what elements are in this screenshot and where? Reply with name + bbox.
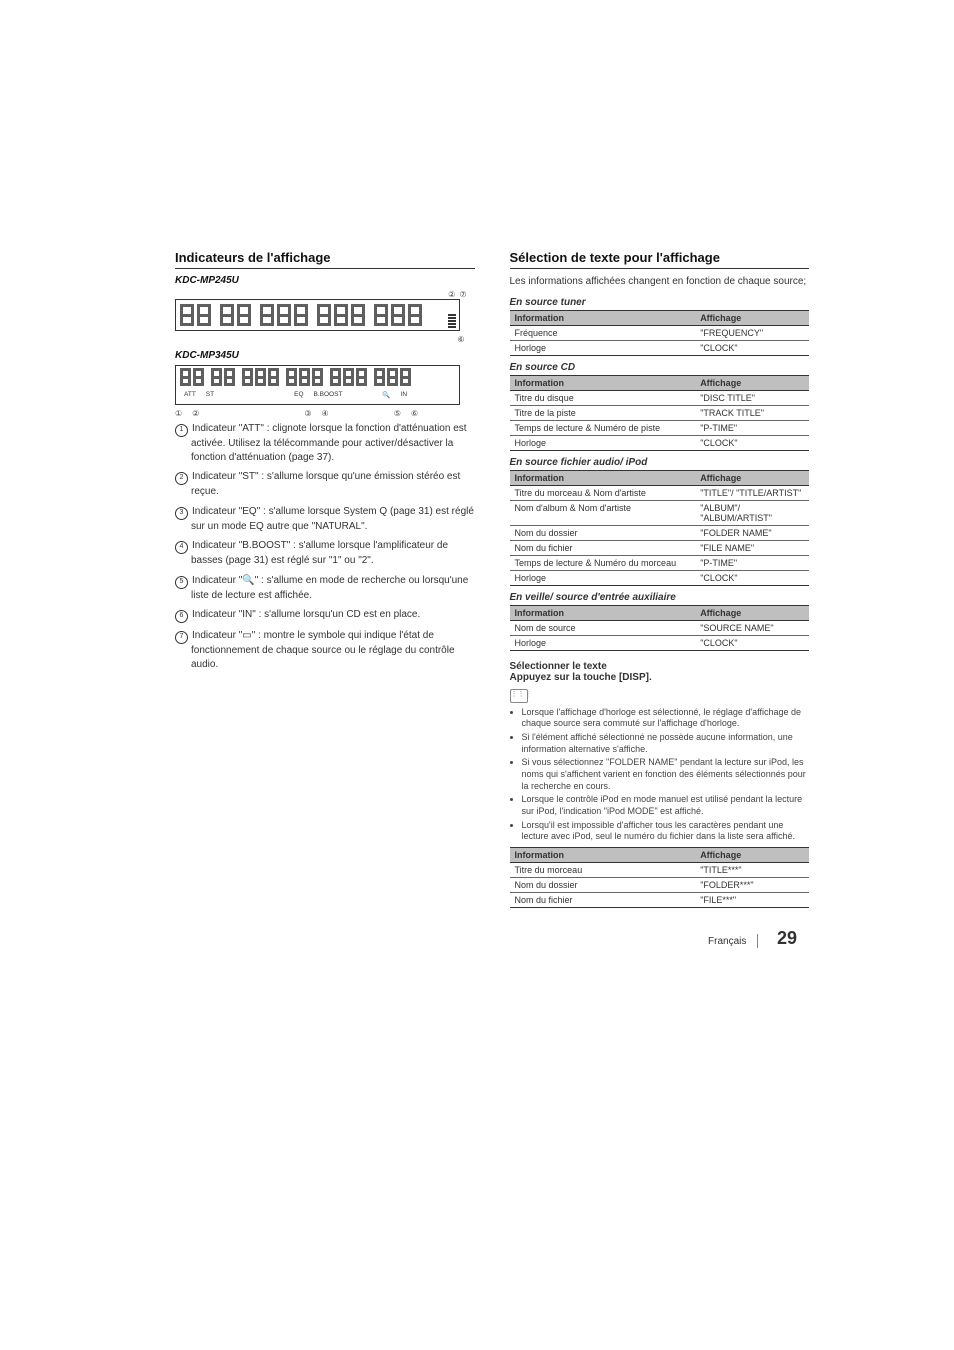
- page-footer: Français 29: [510, 928, 810, 949]
- model-1: KDC-MP245U: [175, 275, 475, 286]
- notes-list: Lorsque l'affichage d'horloge est sélect…: [510, 707, 810, 844]
- table-row: Horloge"CLOCK": [510, 570, 810, 585]
- table-title: En source fichier audio/ iPod: [510, 457, 810, 468]
- note-item: Lorsque le contrôle iPod en mode manuel …: [522, 794, 810, 817]
- indicator-item: 3Indicateur "EQ" : s'allume lorsque Syst…: [175, 505, 475, 534]
- model-2: KDC-MP345U: [175, 350, 475, 361]
- table-title: En source tuner: [510, 297, 810, 308]
- lcd-1: [175, 299, 460, 331]
- indicator-list: 1Indicateur "ATT" : clignote lorsque la …: [175, 422, 475, 671]
- table-row: Temps de lecture & Numéro du morceau"P-T…: [510, 555, 810, 570]
- info-table: InformationAffichageNom de source"SOURCE…: [510, 605, 810, 651]
- notes-table: Information Affichage Titre du morceau"T…: [510, 847, 810, 908]
- indicator-item: 5Indicateur "🔍" : s'allume en mode de re…: [175, 574, 475, 603]
- table-row: Temps de lecture & Numéro de piste"P-TIM…: [510, 420, 810, 435]
- info-table: InformationAffichageTitre du disque"DISC…: [510, 375, 810, 451]
- table-row: Titre du morceau"TITLE***": [510, 863, 810, 878]
- table-title: En source CD: [510, 362, 810, 373]
- info-table: InformationAffichageTitre du morceau & N…: [510, 470, 810, 586]
- table-row: Nom de source"SOURCE NAME": [510, 620, 810, 635]
- step-sub: Appuyez sur la touche [DISP].: [510, 672, 810, 683]
- table-row: Nom du fichier"FILE***": [510, 893, 810, 908]
- note-icon: ⋮⋮⋮: [510, 689, 528, 703]
- table-row: Horloge"CLOCK": [510, 435, 810, 450]
- callouts-b2: ① ② ③ ④ ⑤ ⑥: [175, 409, 475, 418]
- table-title: En veille/ source d'entrée auxiliaire: [510, 592, 810, 603]
- table-row: Titre de la piste"TRACK TITLE": [510, 405, 810, 420]
- callouts-b1: ⑥: [175, 335, 475, 344]
- intro: Les informations affichées changent en f…: [510, 275, 810, 289]
- indicator-item: 4Indicateur "B.BOOST" : s'allume lorsque…: [175, 539, 475, 568]
- right-heading: Sélection de texte pour l'affichage: [510, 250, 810, 269]
- step-title: Sélectionner le texte: [510, 661, 810, 672]
- table-row: Horloge"CLOCK": [510, 635, 810, 650]
- table-row: Fréquence"FREQUENCY": [510, 325, 810, 340]
- indicator-item: 6Indicateur "IN" : s'allume lorsqu'un CD…: [175, 608, 475, 623]
- note-item: Si l'élément affiché sélectionné ne poss…: [522, 732, 810, 755]
- indicator-item: 2Indicateur "ST" : s'allume lorsque qu'u…: [175, 470, 475, 499]
- note-item: Lorsque l'affichage d'horloge est sélect…: [522, 707, 810, 730]
- table-row: Horloge"CLOCK": [510, 340, 810, 355]
- table-row: Nom du dossier"FOLDER***": [510, 878, 810, 893]
- table-row: Nom du dossier"FOLDER NAME": [510, 525, 810, 540]
- lcd-2: ATT ST EQ B.BOOST 🔍 IN: [175, 365, 460, 405]
- info-table: InformationAffichageFréquence"FREQUENCY"…: [510, 310, 810, 356]
- note-item: Lorsqu'il est impossible d'afficher tous…: [522, 820, 810, 843]
- left-heading: Indicateurs de l'affichage: [175, 250, 475, 269]
- note-item: Si vous sélectionnez "FOLDER NAME" penda…: [522, 757, 810, 792]
- tables-container: En source tuner InformationAffichageFréqu…: [510, 297, 810, 651]
- indicator-item: 1Indicateur "ATT" : clignote lorsque la …: [175, 422, 475, 464]
- table-row: Titre du disque"DISC TITLE": [510, 390, 810, 405]
- callouts-top: ② ⑦: [175, 290, 475, 299]
- table-row: Nom du fichier"FILE NAME": [510, 540, 810, 555]
- table-row: Nom d'album & Nom d'artiste"ALBUM"/ "ALB…: [510, 500, 810, 525]
- table-row: Titre du morceau & Nom d'artiste"TITLE"/…: [510, 485, 810, 500]
- indicator-item: 7Indicateur "▭" : montre le symbole qui …: [175, 629, 475, 671]
